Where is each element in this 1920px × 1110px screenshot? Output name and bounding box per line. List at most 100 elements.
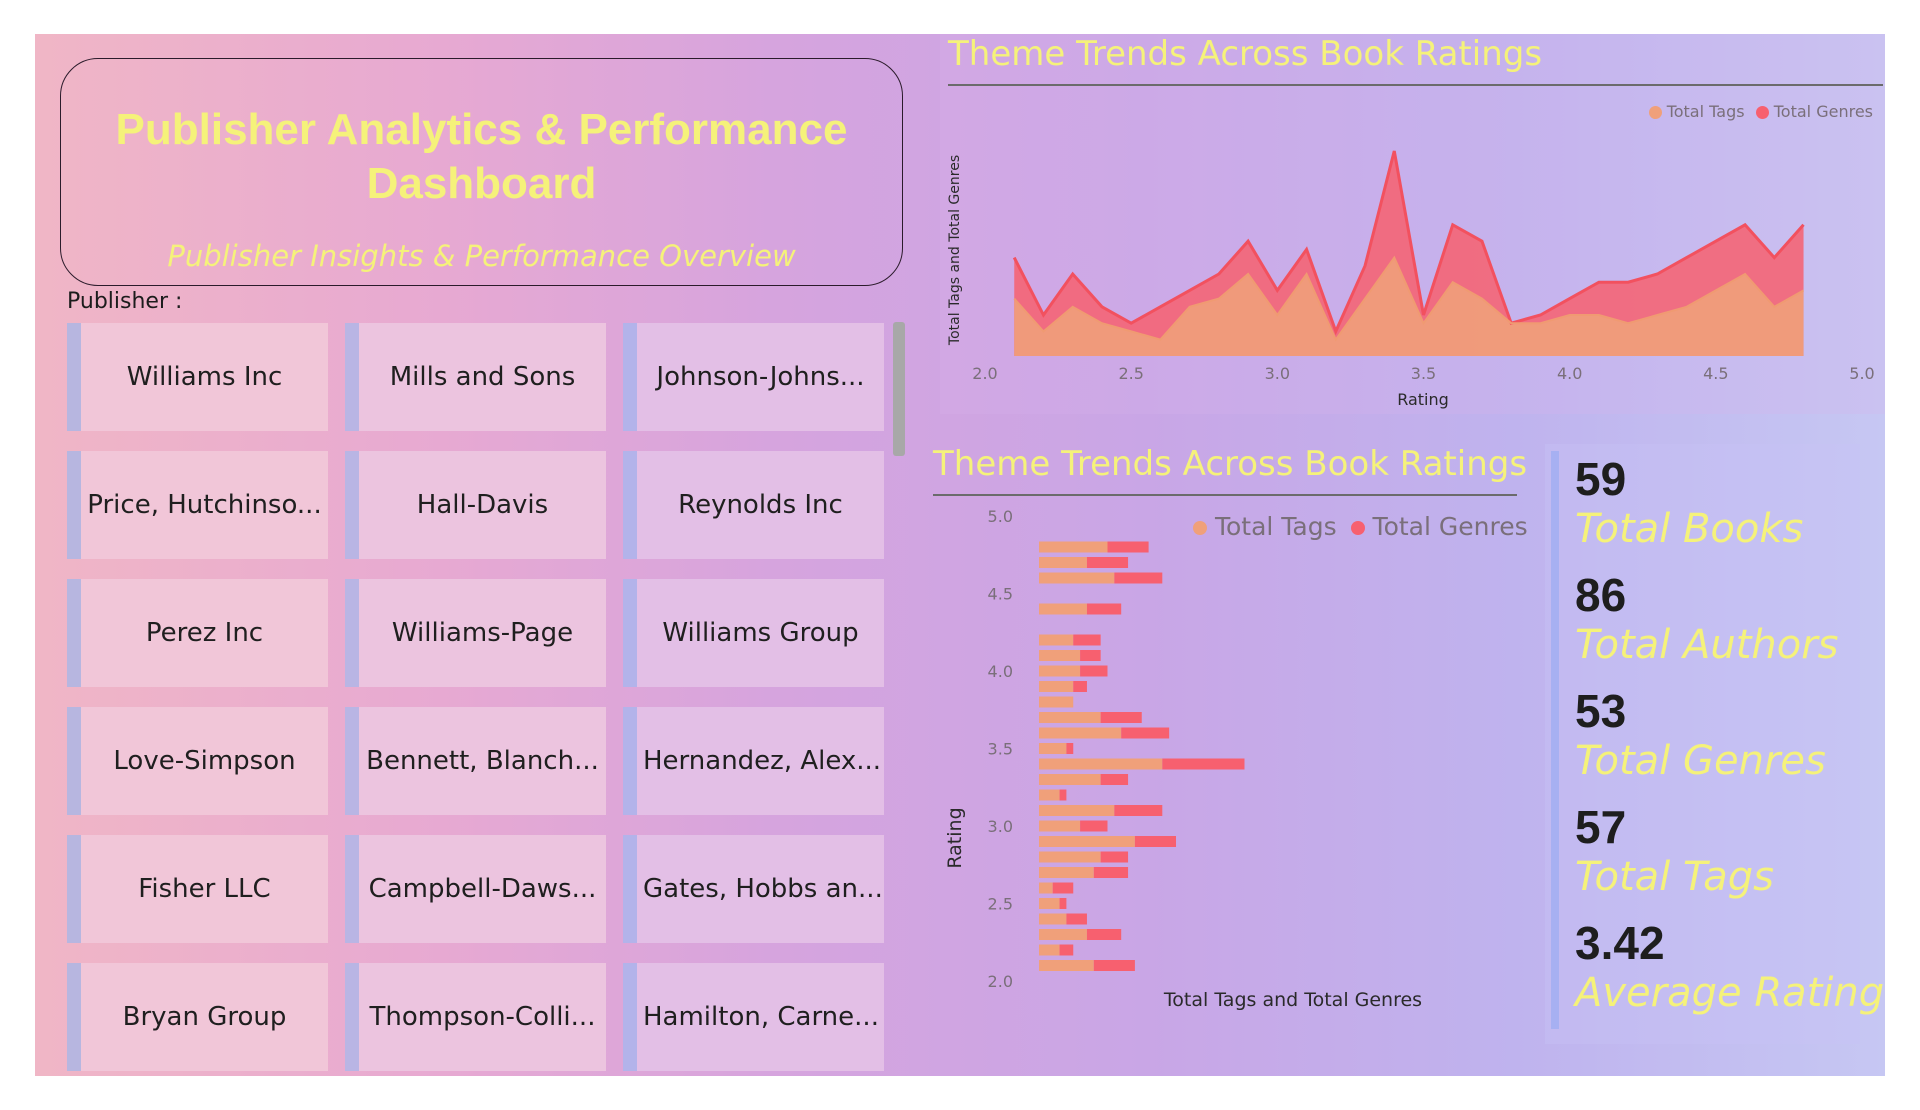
area-line-total-genres: [1012, 150, 1805, 336]
publisher-tile-label: Williams Group: [662, 618, 859, 648]
bar-total-tags: [1039, 665, 1081, 677]
bar-total-tags: [1039, 650, 1081, 661]
kpi-total-tags-label: Total Tags: [1575, 854, 1774, 900]
publisher-tile[interactable]: Perez Inc: [67, 579, 328, 687]
bar-total-genres: [1059, 898, 1067, 909]
bar-total-tags: [1039, 758, 1163, 770]
legend-tags-marker: [1193, 521, 1207, 535]
bar-total-genres: [1052, 882, 1074, 894]
publisher-tile[interactable]: Bennett, Blanch...: [345, 707, 606, 815]
publisher-tile[interactable]: Hamilton, Carne...: [623, 963, 884, 1071]
area-x-tick-label: 3.0: [1265, 364, 1290, 383]
bar-total-genres: [1100, 774, 1129, 785]
publisher-tile-label: Williams-Page: [391, 618, 574, 648]
bar-y-tick-label: 4.0: [988, 662, 1013, 681]
publisher-tile[interactable]: Hall-Davis: [345, 451, 606, 559]
publisher-tile[interactable]: Love-Simpson: [67, 707, 328, 815]
bar-total-tags: [1039, 743, 1067, 754]
slicer-scrollbar[interactable]: [893, 322, 905, 456]
bar-total-tags: [1039, 867, 1094, 878]
title-card: Publisher Analytics & Performance Dashbo…: [60, 58, 903, 286]
bar-total-tags: [1039, 572, 1115, 584]
kpi-total-tags-value: 57: [1575, 801, 1627, 853]
bar-total-genres: [1073, 634, 1101, 646]
area-x-tick-label: 4.5: [1703, 364, 1728, 383]
publisher-tile[interactable]: Thompson-Colli...: [345, 963, 606, 1071]
bar-chart-legend: Total Tags Total Genres: [1193, 512, 1528, 541]
area-x-tick-label: 2.5: [1118, 364, 1143, 383]
bar-total-genres: [1066, 913, 1087, 925]
bar-total-genres: [1162, 758, 1245, 770]
bar-chart-title: Theme Trends Across Book Ratings: [933, 444, 1528, 484]
bar-total-tags: [1039, 681, 1074, 692]
area-x-tick-label: 5.0: [1849, 364, 1874, 383]
publisher-tile-label: Hall-Davis: [416, 490, 549, 520]
bar-total-tags: [1039, 557, 1087, 568]
legend-tags-label: Total Tags: [1214, 512, 1337, 541]
kpi-total-books-value: 59: [1575, 453, 1627, 505]
bar-total-genres: [1114, 805, 1163, 816]
bar-total-tags: [1039, 851, 1101, 863]
legend-genres-marker: [1755, 106, 1769, 119]
bar-total-tags: [1039, 882, 1053, 894]
bar-total-tags: [1039, 820, 1081, 832]
bar-x-axis-title: Total Tags and Total Genres: [1163, 989, 1422, 1011]
area-chart-panel: Theme Trends Across Book Ratings Total T…: [940, 34, 1885, 414]
area-chart-title: Theme Trends Across Book Ratings: [948, 34, 1543, 74]
kpi-total-genres-label: Total Genres: [1575, 738, 1826, 784]
publisher-tile[interactable]: Gates, Hobbs an...: [623, 835, 884, 943]
bar-total-genres: [1121, 727, 1170, 739]
legend-genres-marker: [1350, 521, 1365, 535]
bar-total-tags: [1039, 960, 1094, 971]
bar-total-genres: [1080, 820, 1108, 832]
bar-total-genres: [1059, 944, 1074, 956]
area-line-total-tags: [1013, 255, 1805, 342]
bar-total-genres: [1073, 681, 1087, 692]
legend-genres-label: Total Genres: [1372, 512, 1528, 541]
area-x-tick-label: 3.5: [1411, 364, 1436, 383]
publisher-tile[interactable]: Williams Inc: [67, 323, 328, 431]
kpi-total-authors-label: Total Authors: [1575, 622, 1839, 668]
bar-total-genres: [1086, 557, 1129, 568]
publisher-tile-label: Hernandez, Alex...: [643, 746, 882, 776]
publisher-tile-label: Thompson-Colli...: [369, 1002, 596, 1032]
publisher-tile-label: Mills and Sons: [389, 362, 576, 392]
publisher-tile[interactable]: Johnson-Johns...: [623, 323, 884, 431]
kpi-average-rating-label: Average Rating: [1575, 970, 1885, 1016]
publisher-tile[interactable]: Reynolds Inc: [623, 451, 884, 559]
kpi-total-genres-value: 53: [1575, 685, 1627, 737]
publisher-tile[interactable]: Mills and Sons: [345, 323, 606, 431]
publisher-tile-label: Love-Simpson: [113, 746, 296, 776]
dashboard-title: Publisher Analytics & Performance Dashbo…: [115, 105, 848, 208]
bar-total-genres: [1059, 789, 1067, 801]
publisher-tile-label: Bennett, Blanch...: [366, 746, 599, 776]
publisher-tile[interactable]: Campbell-Daws...: [345, 835, 606, 943]
bar-total-tags: [1039, 913, 1067, 925]
publisher-tile[interactable]: Bryan Group: [67, 963, 328, 1071]
kpi-total-authors-value: 86: [1575, 569, 1627, 621]
bar-total-genres: [1100, 712, 1142, 723]
area-series-total-tags: [1014, 257, 1804, 356]
bar-total-genres: [1086, 929, 1122, 940]
area-chart-legend: Total Tags Total Genres: [1648, 102, 1873, 121]
dashboard-subtitle: Publisher Insights & Performance Overvie…: [167, 239, 796, 273]
bar-total-genres: [1080, 665, 1108, 677]
publisher-tile[interactable]: Fisher LLC: [67, 835, 328, 943]
publisher-tile-label: Fisher LLC: [138, 874, 271, 904]
legend-tags-marker: [1648, 106, 1662, 119]
bar-total-tags: [1039, 727, 1122, 739]
bar-total-tags: [1039, 696, 1074, 708]
bar-chart-svg: 2.0 2.5 3.0 3.5 4.0 4.5 5.0 Rating Total Tags an…: [944, 507, 1422, 1011]
publisher-tile-label: Reynolds Inc: [678, 490, 843, 520]
publisher-tile[interactable]: Williams Group: [623, 579, 884, 687]
bar-y-tick-label: 2.5: [988, 895, 1013, 914]
bar-chart-title-rule: [933, 494, 1517, 496]
bar-total-genres: [1107, 541, 1149, 553]
publisher-tile[interactable]: Price, Hutchinso...: [67, 451, 328, 559]
publisher-tile[interactable]: Williams-Page: [345, 579, 606, 687]
kpi-accent-bar: [1551, 451, 1559, 1029]
publisher-tile[interactable]: Hernandez, Alex...: [623, 707, 884, 815]
bar-total-tags: [1039, 634, 1074, 646]
area-y-axis-title: Total Tags and Total Genres: [947, 155, 963, 346]
bar-total-genres: [1093, 960, 1135, 971]
